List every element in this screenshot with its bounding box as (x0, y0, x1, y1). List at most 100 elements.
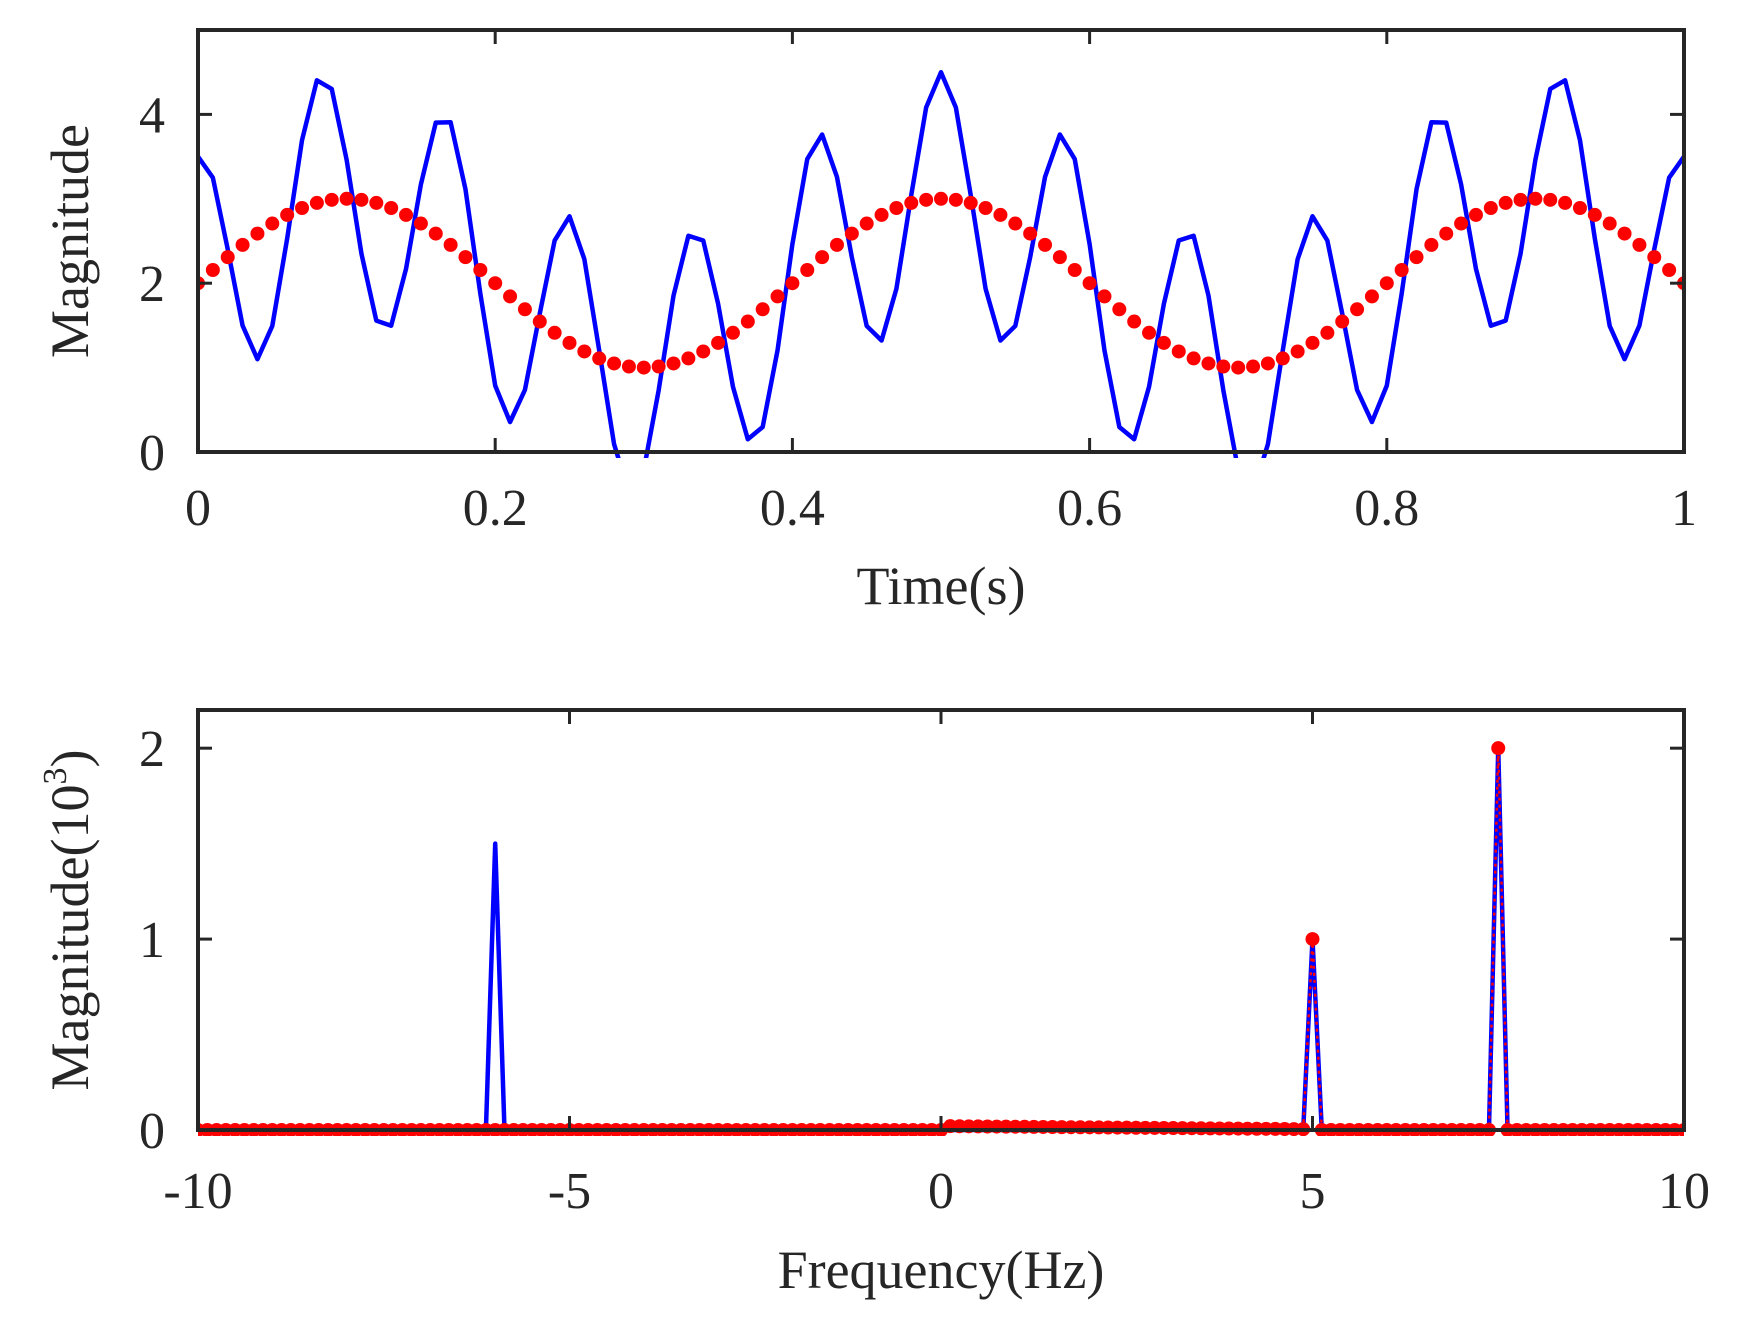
data-point (1260, 356, 1275, 371)
data-point (369, 195, 384, 210)
data-point (666, 356, 681, 371)
data-point (1424, 237, 1439, 252)
y-tick-label: 0 (139, 1103, 165, 1160)
x-tick-label: 0 (928, 1163, 954, 1220)
data-point (1320, 325, 1335, 340)
data-point (904, 195, 919, 210)
data-point (1156, 335, 1171, 350)
data-point (770, 289, 785, 304)
data-point (443, 237, 458, 252)
data-point (1335, 314, 1350, 329)
data-point (948, 192, 963, 207)
data-point (1067, 263, 1082, 277)
axes-box (196, 28, 1686, 454)
x-tick-label: -5 (548, 1163, 591, 1220)
x-tick-label: -10 (163, 1163, 232, 1220)
data-point (607, 356, 622, 371)
data-point (205, 263, 220, 277)
data-point (889, 201, 904, 215)
x-tick-label: 0.4 (760, 480, 825, 537)
data-point (458, 250, 473, 265)
data-point (473, 263, 488, 277)
data-point (1498, 195, 1513, 210)
data-point (399, 207, 414, 222)
data-point (309, 195, 324, 210)
data-point (1587, 207, 1602, 222)
y-axis-label-main: Magnitude (40, 124, 100, 358)
data-point (1602, 216, 1617, 231)
y-axis-label-close: ) (40, 750, 100, 768)
data-point (1647, 250, 1662, 265)
data-point (1275, 351, 1290, 366)
data-point (874, 207, 889, 222)
series-1 (198, 191, 1684, 375)
data-point (1558, 195, 1573, 210)
x-tick-label: 0 (185, 480, 211, 537)
data-point (1528, 191, 1543, 206)
data-point (1491, 741, 1506, 756)
data-point (1305, 335, 1320, 350)
data-point (1201, 356, 1216, 371)
data-point (815, 250, 830, 265)
data-point (1097, 289, 1112, 304)
x-tick-label: 0.8 (1354, 480, 1419, 537)
y-tick-label: 1 (139, 912, 165, 969)
data-point (1082, 276, 1097, 291)
data-point (1662, 263, 1677, 277)
x-tick-label: 1 (1671, 480, 1697, 537)
data-point (488, 276, 503, 291)
data-point (517, 302, 532, 317)
data-point (621, 359, 636, 374)
data-point (1290, 344, 1305, 359)
y-axis-label-main: Magnitude(10 (40, 785, 100, 1091)
y-tick-label: 2 (139, 256, 165, 313)
data-point (562, 335, 577, 350)
x-axis-label: Frequency(Hz) (778, 1240, 1105, 1300)
data-point (963, 195, 978, 210)
y-tick-label: 0 (139, 425, 165, 482)
data-point (592, 351, 607, 366)
data-point (711, 335, 726, 350)
data-point (503, 289, 518, 304)
data-point (1142, 325, 1157, 340)
data-point (428, 226, 443, 241)
series-line-signal (198, 69, 1684, 458)
x-tick-label: 10 (1658, 1163, 1710, 1220)
data-point (413, 216, 428, 231)
data-point (250, 226, 265, 241)
y-axis-label: Magnitude (40, 124, 100, 358)
data-point (235, 237, 250, 252)
data-point (354, 192, 369, 207)
data-point (934, 191, 948, 206)
data-point (1409, 250, 1424, 265)
data-point (1038, 237, 1053, 252)
data-point (1483, 201, 1498, 215)
data-point (740, 314, 755, 329)
data-point (280, 207, 295, 222)
x-tick-label: 5 (1300, 1163, 1326, 1220)
data-point (295, 201, 310, 215)
data-point (220, 250, 235, 265)
data-point (1379, 276, 1394, 291)
data-point (1231, 360, 1246, 375)
data-point (1394, 263, 1409, 277)
data-point (1216, 359, 1231, 374)
data-point (696, 344, 711, 359)
series-0 (198, 69, 1684, 458)
data-point (1023, 226, 1038, 241)
data-point (324, 192, 339, 207)
y-axis-label: Magnitude(103) (37, 750, 100, 1091)
data-point (844, 226, 859, 241)
data-point (859, 216, 874, 231)
y-tick-label: 2 (139, 721, 165, 778)
data-point (1572, 201, 1587, 215)
data-point (265, 216, 280, 231)
data-point (1617, 226, 1632, 241)
data-point (636, 360, 651, 375)
y-tick-label: 4 (139, 87, 165, 144)
data-point (1052, 250, 1067, 265)
data-point (800, 263, 815, 277)
data-point (577, 344, 592, 359)
data-point (1632, 237, 1647, 252)
